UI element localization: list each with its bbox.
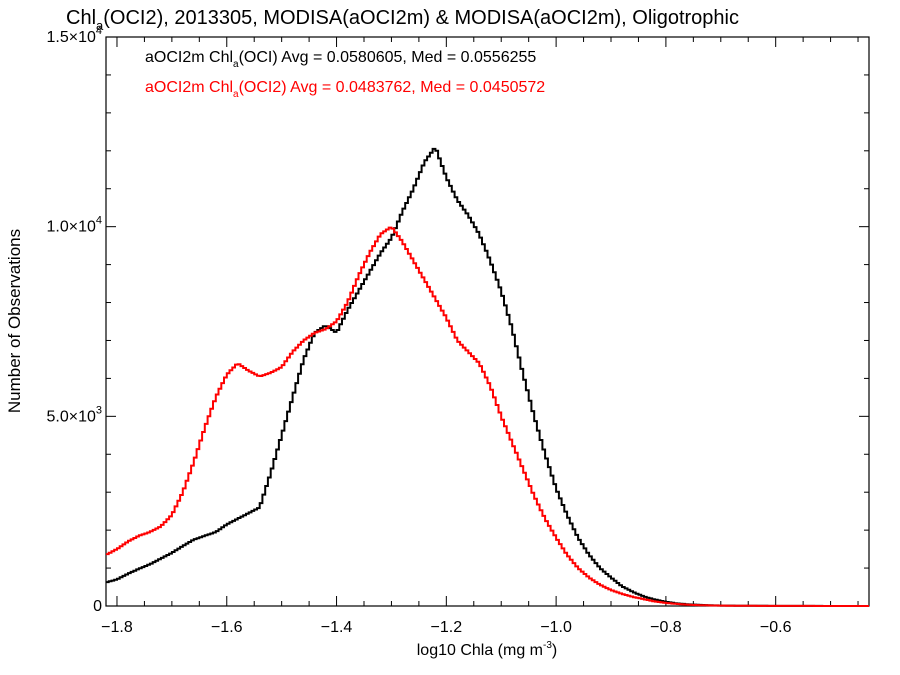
x-tick-label: −0.8	[650, 619, 682, 636]
x-axis-label: log10 Chla (mg m-3)	[417, 640, 558, 659]
y-axis-label: Number of Observations	[5, 229, 24, 413]
series-line-oci2	[106, 226, 869, 607]
x-tick-label: −1.4	[321, 619, 353, 636]
chart-title: Chla(OCI2), 2013305, MODISA(aOCI2m) & MO…	[66, 7, 739, 33]
tick-labels: −1.8 −1.6 −1.4 −1.2 −1.0 −0.8 −0.6 0 5.0×103 1.0×…	[46, 25, 791, 636]
x-tick-label: −1.0	[540, 619, 572, 636]
axis-ticks	[106, 36, 869, 607]
x-tick-label: −1.6	[211, 619, 243, 636]
series-group	[106, 147, 869, 607]
x-tick-label: −0.6	[760, 619, 792, 636]
y-tick-label: 5.0×103	[46, 404, 102, 425]
x-tick-label: −1.2	[431, 619, 463, 636]
plot-frame	[105, 36, 870, 607]
y-tick-label: 1.0×104	[46, 215, 102, 236]
y-tick-label: 0	[93, 598, 102, 615]
legend-entry-oci2: aOCI2m Chla(OCI2) Avg = 0.0483762, Med =…	[145, 79, 545, 100]
legend-entry-oci: aOCI2m Chla(OCI) Avg = 0.0580605, Med = …	[145, 49, 536, 70]
x-tick-label: −1.8	[101, 619, 133, 636]
y-tick-label: 1.5×104	[46, 25, 102, 46]
